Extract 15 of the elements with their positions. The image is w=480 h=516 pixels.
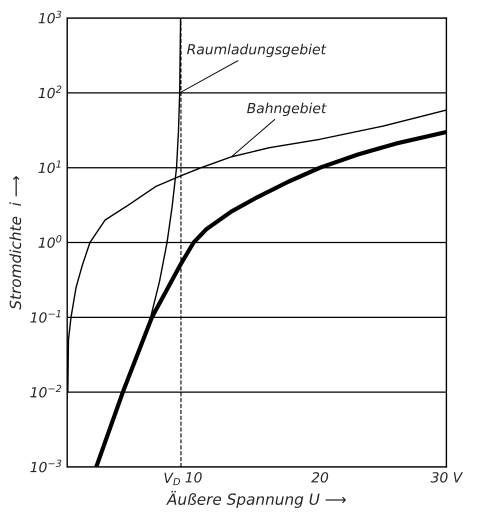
x-axis-title: Äußere Spannung U ⟶ (166, 490, 346, 508)
x-tick-label: 20 (311, 472, 328, 483)
ref-line-label: V$_{D}$ (164, 472, 180, 486)
y-tick-label: 10$^{2}$ (38, 86, 62, 98)
y-axis-title: Stromdichte i ⟶ (9, 176, 22, 310)
y-tick-label: 10$^{−1}$ (30, 310, 60, 323)
x-tick-label: 10 (185, 472, 202, 483)
y-tick-label: 10$^{3}$ (38, 10, 62, 24)
y-tick-label: 10$^{1}$ (38, 160, 60, 174)
series-label: Raumladungsgebiet (187, 44, 326, 58)
y-tick-label: 10$^{0}$ (38, 235, 62, 248)
series-label: Bahngebiet (247, 102, 327, 116)
y-tick-label: 10$^{−3}$ (30, 460, 62, 472)
y-tick-label: 10$^{−2}$ (30, 384, 62, 398)
x-tick-label: 30 V (430, 472, 463, 483)
